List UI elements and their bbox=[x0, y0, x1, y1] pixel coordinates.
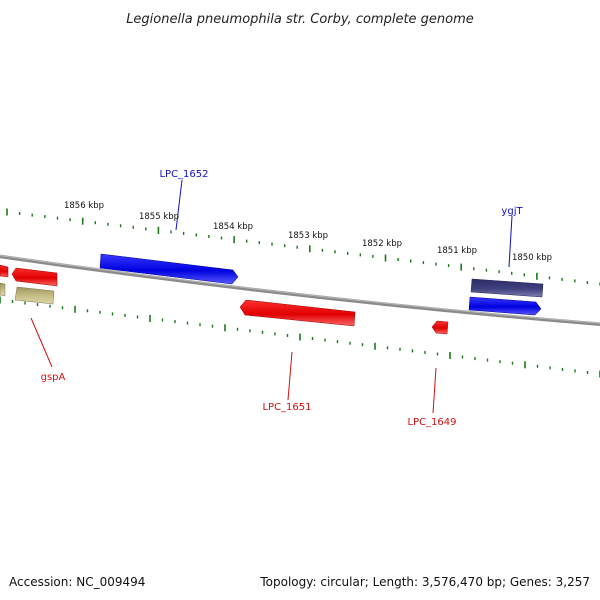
gene-label-ygjt[interactable]: ygjT bbox=[501, 206, 523, 217]
gene-ygjt-feature[interactable] bbox=[470, 278, 544, 298]
genome-summary-text: Topology: circular; Length: 3,576,470 bp… bbox=[259, 575, 590, 589]
gene-blue-right[interactable] bbox=[468, 296, 542, 316]
ruler-label-1855: 1855 kbp bbox=[139, 212, 179, 222]
genome-backbone-highlight bbox=[0, 254, 600, 324]
ruler-label-1856: 1856 kbp bbox=[64, 201, 104, 211]
gene-label-lpc1652[interactable]: LPC_1652 bbox=[159, 169, 208, 180]
gene-lpc1651-feature[interactable] bbox=[239, 299, 356, 327]
ruler-labels: 1856 kbp 1855 kbp 1854 kbp 1853 kbp 1852… bbox=[64, 201, 552, 263]
gene-lpc1649-feature[interactable] bbox=[431, 320, 449, 335]
callout-line-lpc1651 bbox=[287, 351, 293, 401]
accession-text: Accession: NC_009494 bbox=[9, 575, 145, 589]
ruler-label-1850: 1850 kbp bbox=[512, 253, 552, 263]
ruler-label-1851: 1851 kbp bbox=[437, 246, 477, 256]
gene-label-lpc1649[interactable]: LPC_1649 bbox=[407, 417, 456, 428]
outer-ruler bbox=[6, 208, 600, 286]
inner-ruler bbox=[0, 296, 600, 378]
ruler-label-1854: 1854 kbp bbox=[213, 222, 253, 232]
callout-line-gspa bbox=[30, 317, 53, 368]
map-title: Legionella pneumophila str. Corby, compl… bbox=[126, 12, 474, 27]
gene-label-lpc1651[interactable]: LPC_1651 bbox=[262, 402, 311, 413]
ruler-label-1852: 1852 kbp bbox=[362, 239, 402, 249]
gene-red-left-1[interactable] bbox=[0, 264, 9, 278]
gene-label-gspa[interactable]: gspA bbox=[41, 372, 66, 383]
callout-line-lpc1649 bbox=[432, 367, 437, 414]
callout-line-ygjt bbox=[508, 215, 513, 268]
genome-backbone bbox=[0, 254, 600, 326]
gene-red-left-2[interactable] bbox=[11, 267, 58, 287]
gene-lpc1652-feature[interactable] bbox=[99, 253, 239, 285]
gene-olive-left-1[interactable] bbox=[0, 282, 6, 297]
ruler-label-1853: 1853 kbp bbox=[288, 231, 328, 241]
gene-olive-left-2[interactable] bbox=[14, 286, 55, 305]
callout-line-lpc1652 bbox=[175, 179, 183, 231]
